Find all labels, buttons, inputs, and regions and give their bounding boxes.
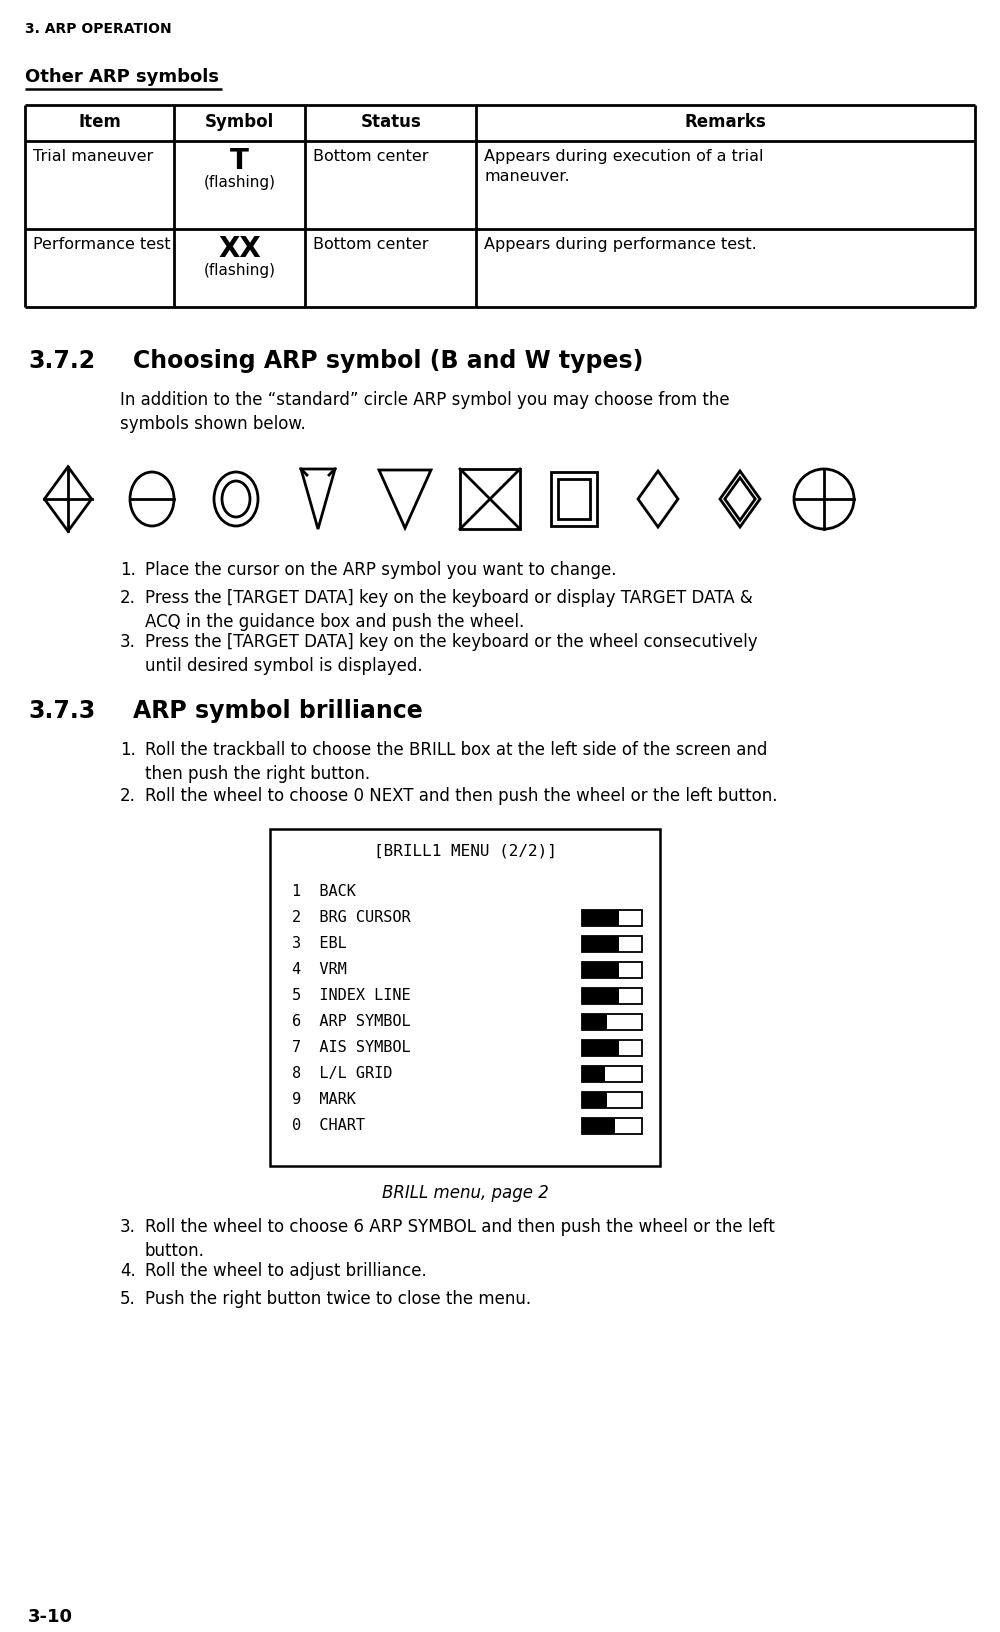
Bar xyxy=(582,961,642,978)
Text: Roll the wheel to choose 0 NEXT and then push the wheel or the left button.: Roll the wheel to choose 0 NEXT and then… xyxy=(145,787,778,805)
Text: Bottom center: Bottom center xyxy=(313,237,429,251)
Text: 3.: 3. xyxy=(120,1217,136,1235)
Text: (flashing): (flashing) xyxy=(204,263,276,277)
Text: 4  VRM: 4 VRM xyxy=(292,961,347,978)
Text: 1.: 1. xyxy=(120,561,136,579)
Text: 2.: 2. xyxy=(120,787,136,805)
Text: 1  BACK: 1 BACK xyxy=(292,885,356,899)
Text: 5.: 5. xyxy=(120,1289,136,1307)
Text: 6  ARP SYMBOL: 6 ARP SYMBOL xyxy=(292,1013,411,1030)
Text: Trial maneuver: Trial maneuver xyxy=(33,149,153,163)
Bar xyxy=(558,480,590,519)
Text: Press the [TARGET DATA] key on the keyboard or the wheel consecutively
until des: Press the [TARGET DATA] key on the keybo… xyxy=(145,633,758,674)
Text: 5  INDEX LINE: 5 INDEX LINE xyxy=(292,987,411,1004)
Text: XX: XX xyxy=(218,235,261,263)
Text: 3. ARP OPERATION: 3. ARP OPERATION xyxy=(25,21,172,36)
Text: Roll the trackball to choose the BRILL box at the left side of the screen and
th: Roll the trackball to choose the BRILL b… xyxy=(145,741,767,783)
Text: 3  EBL: 3 EBL xyxy=(292,937,347,951)
Bar xyxy=(582,1013,607,1030)
Text: 3.7.2: 3.7.2 xyxy=(28,349,95,374)
Bar xyxy=(582,1092,607,1108)
Text: BRILL menu, page 2: BRILL menu, page 2 xyxy=(382,1183,548,1203)
Bar xyxy=(582,1040,619,1056)
Bar xyxy=(582,987,642,1004)
Text: Other ARP symbols: Other ARP symbols xyxy=(25,69,219,86)
Text: Roll the wheel to adjust brilliance.: Roll the wheel to adjust brilliance. xyxy=(145,1262,427,1279)
Text: Appears during execution of a trial
maneuver.: Appears during execution of a trial mane… xyxy=(484,149,764,184)
Text: In addition to the “standard” circle ARP symbol you may choose from the
symbols : In addition to the “standard” circle ARP… xyxy=(120,392,730,432)
Text: Performance test: Performance test xyxy=(33,237,171,251)
Text: (flashing): (flashing) xyxy=(204,175,276,189)
Text: ARP symbol brilliance: ARP symbol brilliance xyxy=(133,698,423,723)
Text: 2  BRG CURSOR: 2 BRG CURSOR xyxy=(292,911,411,925)
Bar xyxy=(582,1092,642,1108)
Text: T: T xyxy=(230,147,249,175)
Text: 7  AIS SYMBOL: 7 AIS SYMBOL xyxy=(292,1040,411,1054)
Text: 2.: 2. xyxy=(120,589,136,607)
Bar xyxy=(582,911,642,925)
Text: 4.: 4. xyxy=(120,1262,136,1279)
Bar xyxy=(582,961,619,978)
Text: 1.: 1. xyxy=(120,741,136,759)
Text: Symbol: Symbol xyxy=(205,113,274,131)
Bar xyxy=(582,1066,605,1082)
Bar xyxy=(582,1040,642,1056)
Text: 9  MARK: 9 MARK xyxy=(292,1092,356,1106)
Text: [BRILL1 MENU (2/2)]: [BRILL1 MENU (2/2)] xyxy=(374,844,556,858)
Bar xyxy=(582,1118,615,1134)
Text: 0  CHART: 0 CHART xyxy=(292,1118,365,1133)
Bar xyxy=(582,1013,642,1030)
Bar xyxy=(582,937,642,951)
Text: 3-10: 3-10 xyxy=(28,1608,73,1625)
Text: Appears during performance test.: Appears during performance test. xyxy=(484,237,757,251)
Text: Choosing ARP symbol (B and W types): Choosing ARP symbol (B and W types) xyxy=(133,349,643,374)
Text: 3.7.3: 3.7.3 xyxy=(28,698,95,723)
Text: Push the right button twice to close the menu.: Push the right button twice to close the… xyxy=(145,1289,531,1307)
Text: Place the cursor on the ARP symbol you want to change.: Place the cursor on the ARP symbol you w… xyxy=(145,561,616,579)
Text: Bottom center: Bottom center xyxy=(313,149,429,163)
Text: Remarks: Remarks xyxy=(685,113,767,131)
Text: Status: Status xyxy=(360,113,421,131)
Bar xyxy=(582,1118,642,1134)
Bar xyxy=(582,937,619,951)
Bar xyxy=(582,1066,642,1082)
Text: Press the [TARGET DATA] key on the keyboard or display TARGET DATA &
ACQ in the : Press the [TARGET DATA] key on the keybo… xyxy=(145,589,753,630)
Bar xyxy=(460,468,520,529)
Text: 3.: 3. xyxy=(120,633,136,651)
Text: Item: Item xyxy=(78,113,121,131)
Text: Roll the wheel to choose 6 ARP SYMBOL and then push the wheel or the left
button: Roll the wheel to choose 6 ARP SYMBOL an… xyxy=(145,1217,775,1260)
Bar xyxy=(270,829,660,1165)
Bar xyxy=(582,911,619,925)
Bar xyxy=(551,472,597,526)
Text: 8  L/L GRID: 8 L/L GRID xyxy=(292,1066,392,1080)
Bar xyxy=(582,987,619,1004)
